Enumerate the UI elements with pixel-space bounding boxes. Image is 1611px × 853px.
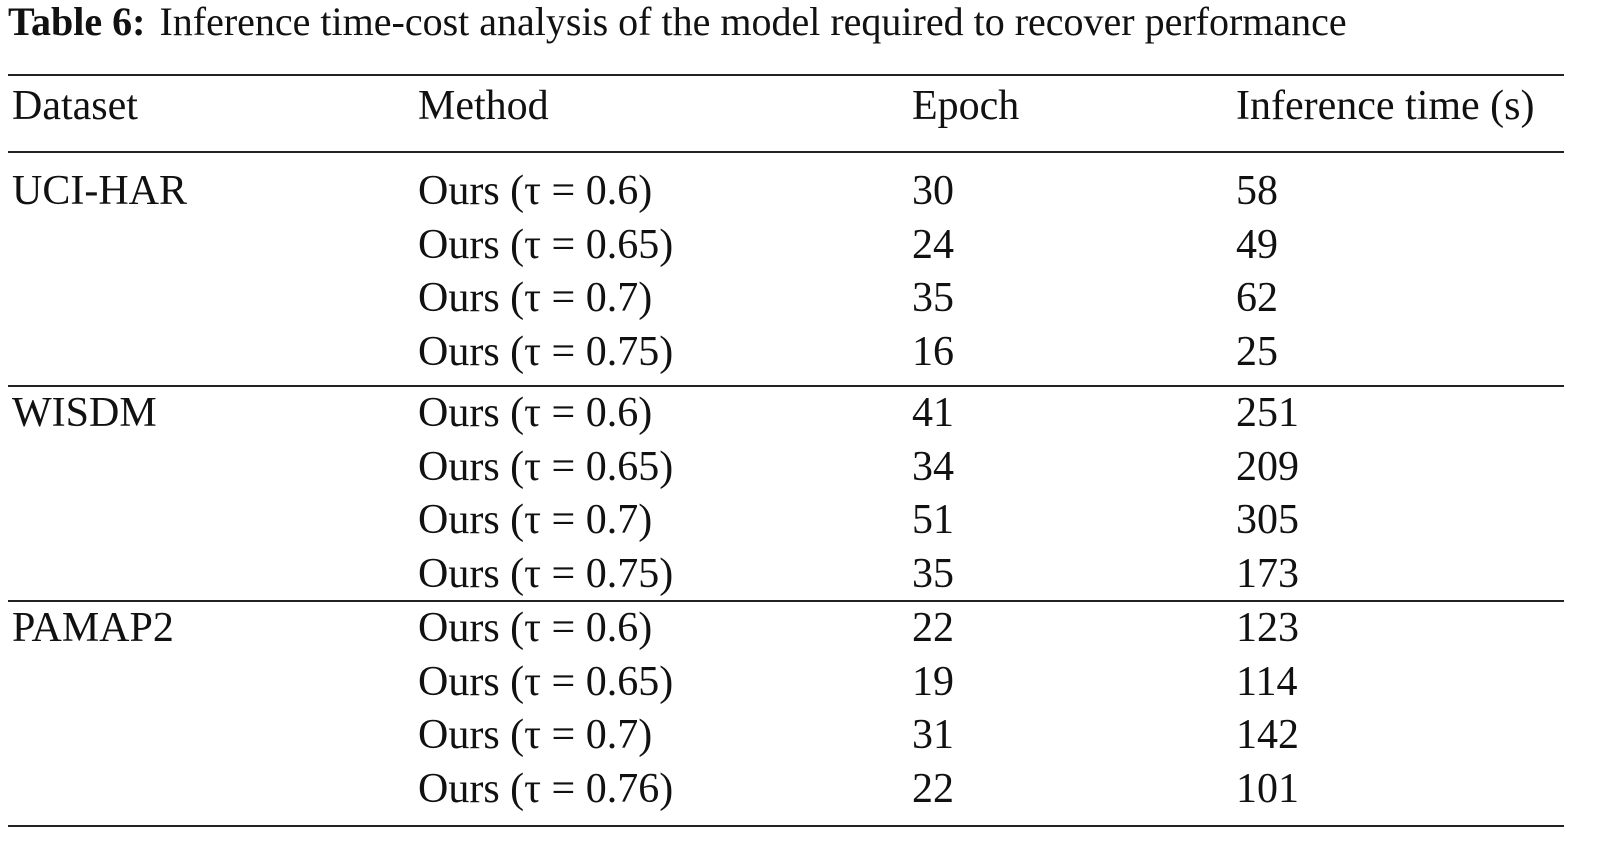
epoch-cell: 16 — [912, 328, 954, 375]
header-rule — [8, 151, 1564, 153]
method-cell: Ours (τ = 0.6) — [418, 390, 653, 436]
method-cell: Ours (τ = 0.65) — [418, 443, 674, 490]
dataset-cell: PAMAP2 — [12, 605, 174, 651]
caption-text: Inference time-cost analysis of the mode… — [159, 0, 1347, 44]
epoch-cell: 41 — [912, 390, 954, 436]
epoch-cell: 24 — [912, 221, 954, 268]
top-rule — [8, 74, 1564, 76]
dataset-cell: UCI-HAR — [12, 168, 187, 214]
epoch-cell: 30 — [912, 168, 954, 214]
time-cell: 62 — [1236, 275, 1278, 321]
epoch-cell: 35 — [912, 550, 954, 597]
epoch-cell: 19 — [912, 658, 954, 705]
method-cell: Ours (τ = 0.7) — [418, 275, 653, 321]
time-cell: 173 — [1236, 550, 1299, 597]
method-cell: Ours (τ = 0.7) — [418, 712, 653, 758]
caption-label: Table 6: — [8, 0, 146, 44]
epoch-cell: 34 — [912, 443, 954, 490]
time-cell: 49 — [1236, 221, 1278, 268]
time-cell: 123 — [1236, 605, 1299, 651]
column-header: Method — [418, 83, 549, 129]
dataset-cell: WISDM — [12, 390, 157, 436]
time-cell: 101 — [1236, 765, 1299, 812]
table-caption: Table 6: Inference time-cost analysis of … — [8, 0, 1347, 44]
epoch-cell: 22 — [912, 605, 954, 651]
bottom-rule — [8, 825, 1564, 827]
method-cell: Ours (τ = 0.7) — [418, 497, 653, 543]
column-header: Inference time (s) — [1236, 83, 1535, 129]
group-rule — [8, 600, 1564, 602]
method-cell: Ours (τ = 0.6) — [418, 605, 653, 651]
time-cell: 114 — [1236, 658, 1298, 705]
epoch-cell: 31 — [912, 712, 954, 758]
time-cell: 251 — [1236, 390, 1299, 436]
time-cell: 142 — [1236, 712, 1299, 758]
method-cell: Ours (τ = 0.6) — [418, 168, 653, 214]
group-rule — [8, 385, 1564, 387]
method-cell: Ours (τ = 0.75) — [418, 550, 674, 597]
time-cell: 305 — [1236, 497, 1299, 543]
method-cell: Ours (τ = 0.75) — [418, 328, 674, 375]
time-cell: 25 — [1236, 328, 1278, 375]
epoch-cell: 22 — [912, 765, 954, 812]
epoch-cell: 35 — [912, 275, 954, 321]
column-header: Epoch — [912, 83, 1020, 129]
method-cell: Ours (τ = 0.76) — [418, 765, 674, 812]
time-cell: 209 — [1236, 443, 1299, 490]
column-header: Dataset — [12, 83, 138, 129]
method-cell: Ours (τ = 0.65) — [418, 221, 674, 268]
epoch-cell: 51 — [912, 497, 954, 543]
method-cell: Ours (τ = 0.65) — [418, 658, 674, 705]
time-cell: 58 — [1236, 168, 1278, 214]
